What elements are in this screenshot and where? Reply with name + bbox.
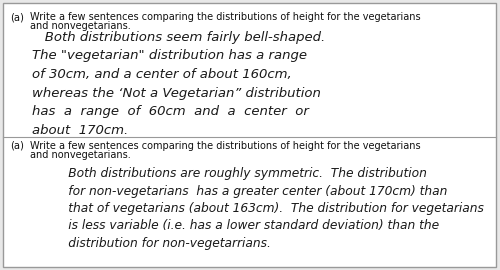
Text: for non-vegetarians  has a greater center (about 170cm) than: for non-vegetarians has a greater center… [45, 184, 448, 197]
Text: and nonvegetarians.: and nonvegetarians. [30, 21, 131, 31]
Text: and nonvegetarians.: and nonvegetarians. [30, 150, 131, 160]
Text: that of vegetarians (about 163cm).  The distribution for vegetarians: that of vegetarians (about 163cm). The d… [45, 202, 484, 215]
Text: Write a few sentences comparing the distributions of height for the vegetarians: Write a few sentences comparing the dist… [30, 12, 420, 22]
Text: about  170cm.: about 170cm. [32, 123, 128, 137]
Text: The "vegetarian" distribution has a range: The "vegetarian" distribution has a rang… [32, 49, 307, 62]
Text: whereas the ‘Not a Vegetarian” distribution: whereas the ‘Not a Vegetarian” distribut… [32, 86, 321, 100]
Text: is less variable (i.e. has a lower standard deviation) than the: is less variable (i.e. has a lower stand… [45, 220, 439, 232]
Text: of 30cm, and a center of about 160cm,: of 30cm, and a center of about 160cm, [32, 68, 292, 81]
Text: (a): (a) [10, 141, 24, 151]
Text: Both distributions seem fairly bell-shaped.: Both distributions seem fairly bell-shap… [32, 31, 325, 44]
FancyBboxPatch shape [3, 3, 496, 267]
Text: has  a  range  of  60cm  and  a  center  or: has a range of 60cm and a center or [32, 105, 309, 118]
Text: distribution for non-vegetarrians.: distribution for non-vegetarrians. [45, 237, 271, 250]
Text: Both distributions are roughly symmetric.  The distribution: Both distributions are roughly symmetric… [45, 167, 427, 180]
Text: Write a few sentences comparing the distributions of height for the vegetarians: Write a few sentences comparing the dist… [30, 141, 420, 151]
Text: (a): (a) [10, 12, 24, 22]
